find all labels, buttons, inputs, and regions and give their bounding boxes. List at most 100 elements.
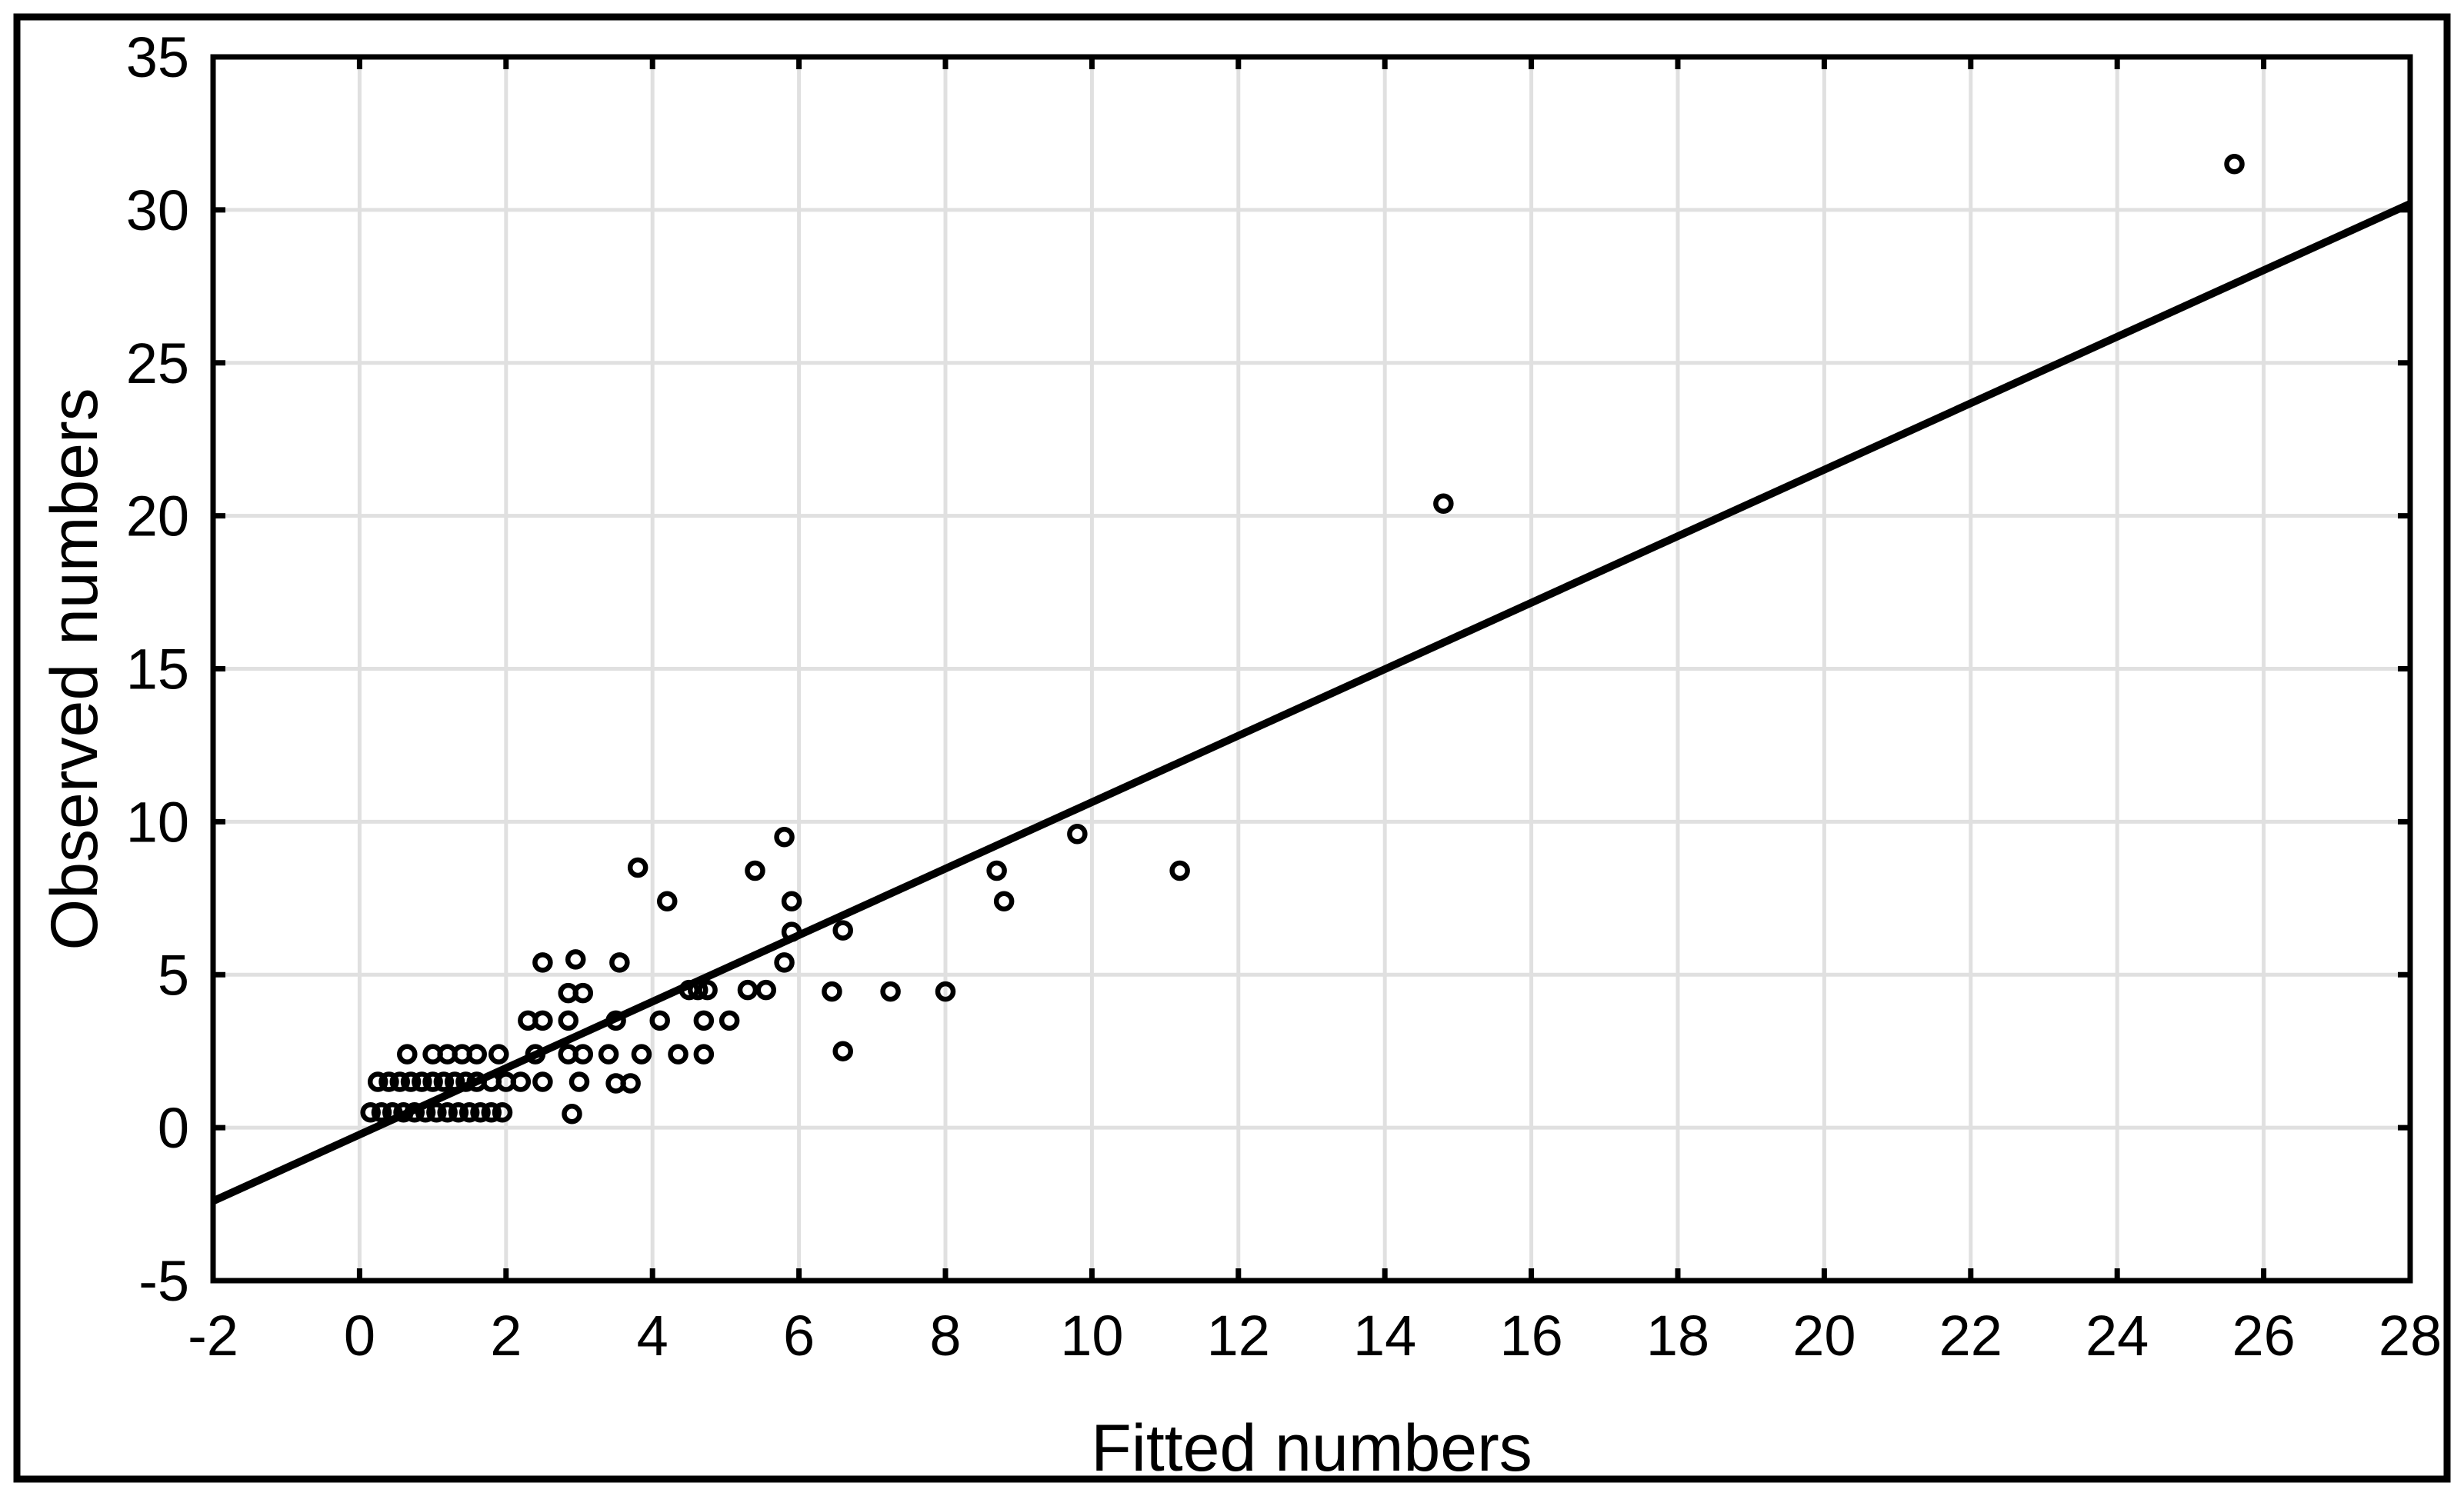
data-point [393,1101,414,1123]
x-tick-label: 8 [929,1304,961,1368]
data-point [1067,824,1088,845]
x-tick-label: 10 [1060,1304,1123,1368]
x-tick-label: 18 [1646,1304,1709,1368]
data-point [455,1071,476,1092]
data-point [935,981,956,1002]
data-point [737,979,759,1001]
data-point [433,1071,455,1092]
data-point [444,1071,465,1092]
data-point [1169,860,1190,881]
x-tick-label: 28 [2379,1304,2442,1368]
y-tick-label: 15 [126,638,189,701]
data-point [693,1044,715,1065]
y-tick-label: 10 [126,790,189,854]
data-point [389,1071,411,1092]
data-point [532,1010,553,1031]
x-tick-label: 12 [1207,1304,1270,1368]
data-point [525,1044,546,1065]
data-point [488,1044,509,1065]
data-point [437,1101,458,1123]
data-point [2224,153,2245,175]
data-point [568,1071,590,1092]
data-point [781,891,802,912]
y-tick-label: 5 [158,943,189,1007]
data-point [382,1101,403,1123]
data-point [822,981,842,1002]
data-point [755,979,777,1001]
gridlines-layer [213,57,2410,1281]
data-point [781,921,802,942]
data-point [532,1071,553,1092]
data-point [774,952,795,973]
y-tick-label: 20 [126,485,189,548]
regression-line-layer [211,200,2412,1205]
data-point [719,1010,740,1031]
data-point [572,982,594,1004]
y-tick-label: 30 [126,178,189,242]
x-tick-label: -2 [188,1304,238,1368]
data-point [448,1101,469,1123]
data-point [492,1101,513,1123]
data-point [832,920,853,941]
data-point [367,1071,388,1092]
data-point [415,1101,436,1123]
data-point [631,1044,652,1065]
data-point [609,952,630,973]
data-point [880,981,901,1002]
data-point [605,1010,626,1031]
data-point [598,1044,619,1065]
y-tick-label: 35 [126,25,189,89]
x-tick-label: 16 [1499,1304,1562,1368]
x-tick-label: 26 [2232,1304,2295,1368]
data-point [832,1041,853,1061]
data-point [668,1044,689,1065]
y-axis-title: Observed numbers [38,388,112,950]
x-tick-label: 20 [1792,1304,1856,1368]
data-point [532,952,553,973]
data-point [360,1101,381,1123]
data-point [426,1101,447,1123]
x-tick-label: 6 [783,1304,815,1368]
tick-marks-layer [213,57,2410,1281]
data-point [1433,493,1454,514]
data-point [412,1071,432,1092]
data-point [693,1010,715,1031]
data-point [481,1101,502,1123]
data-point [679,979,700,1001]
data-point [656,891,678,912]
data-point [687,979,709,1001]
regression-line [211,200,2412,1205]
data-point [466,1044,487,1065]
x-tick-label: 14 [1353,1304,1416,1368]
data-point [378,1071,399,1092]
outer-border [13,13,2451,1483]
x-tick-label: 4 [637,1304,669,1368]
data-point [404,1101,425,1123]
data-point [774,827,795,848]
y-tick-label: -5 [138,1249,189,1313]
y-tick-label: 0 [158,1096,189,1160]
data-point [697,979,718,1001]
x-tick-label: 0 [344,1304,375,1368]
data-point [745,860,765,881]
data-point [400,1071,422,1092]
data-point [649,1010,670,1031]
x-axis-title: Fitted numbers [1091,1411,1532,1485]
y-tick-label: 25 [126,332,189,395]
data-point [458,1101,480,1123]
data-point [627,857,649,878]
tick-labels-layer: -2 0 2 4 6 8 10 12 14 16 18 20 22 24 26 28-505101520253… [126,25,2442,1368]
x-tick-label: 24 [2086,1304,2149,1368]
data-point [422,1071,443,1092]
x-tick-label: 22 [1939,1304,2002,1368]
data-point [620,1073,641,1094]
data-point [371,1101,392,1123]
data-point [562,1103,582,1124]
data-point [993,891,1015,912]
data-point [572,1044,594,1065]
data-point [565,949,586,970]
data-point [558,1010,578,1031]
